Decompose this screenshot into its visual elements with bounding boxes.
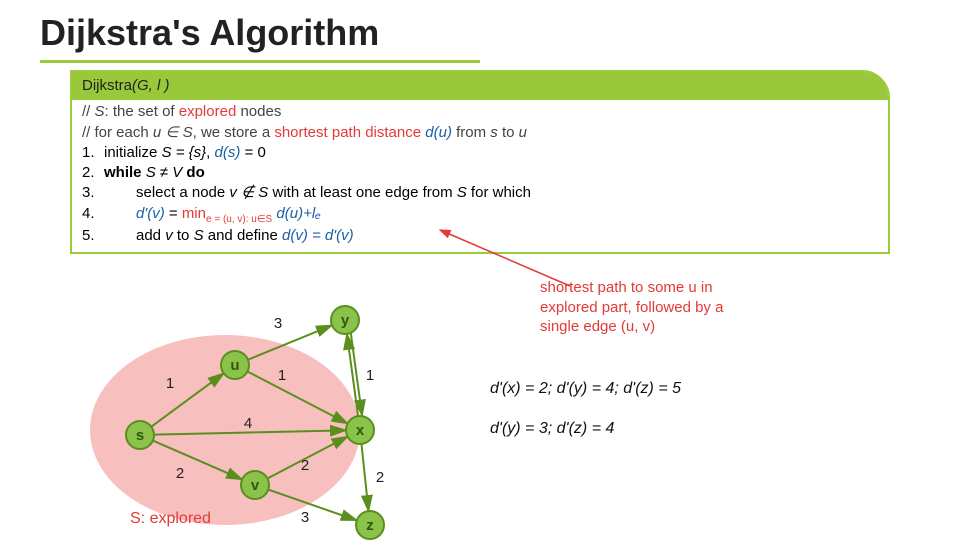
svg-text:u: u [230,357,239,374]
svg-text:v: v [251,477,260,494]
svg-text:x: x [356,422,365,439]
code-line-5: 5.add v to S and define d(v) = d'(v) [82,226,878,246]
explored-label: S: explored [130,510,211,528]
pseudocode-box: Dijkstra(G, l ) // S: the set of explore… [70,70,890,254]
page-title: Dijkstra's Algorithm [40,12,379,54]
title-underline [40,60,480,63]
code-line-4: 4.d'(v) = mine = (u, v): u∈S d(u)+lₑ [82,204,878,227]
svg-text:3: 3 [274,315,282,332]
svg-text:2: 2 [301,457,309,474]
annotation-text: shortest path to some u in explored part… [540,278,723,337]
svg-text:2: 2 [176,465,184,482]
svg-text:y: y [341,312,350,329]
svg-text:s: s [136,427,144,444]
svg-text:1: 1 [278,367,286,384]
codebox-header: Dijkstra(G, l ) [72,72,888,100]
code-line-2: 2.while S ≠ V do [82,163,878,183]
svg-text:z: z [366,517,374,534]
comment-line-2: // for each u ∈ S, we store a shortest p… [82,123,878,143]
comment-line-1: // S: the set of explored nodes [82,102,878,122]
fn-args: (G, l ) [132,77,170,94]
fn-name: Dijkstra [82,77,132,94]
svg-text:1: 1 [366,367,374,384]
graph-svg: 1 2 4 1 3 2 3 1 2 s u v y x z [70,290,460,540]
svg-text:4: 4 [244,415,252,432]
dprime-line-2: d'(y) = 3; d'(z) = 4 [490,420,614,438]
code-line-3: 3.select a node v ∉ S with at least one … [82,183,878,203]
svg-text:3: 3 [301,509,309,526]
code-line-1: 1.initialize S = {s}, d(s) = 0 [82,143,878,163]
graph-diagram: 1 2 4 1 3 2 3 1 2 s u v y x z S: explored [70,290,460,540]
codebox-body: // S: the set of explored nodes // for e… [72,100,888,252]
svg-text:1: 1 [166,375,174,392]
svg-text:2: 2 [376,469,384,486]
dprime-line-1: d'(x) = 2; d'(y) = 4; d'(z) = 5 [490,380,681,398]
